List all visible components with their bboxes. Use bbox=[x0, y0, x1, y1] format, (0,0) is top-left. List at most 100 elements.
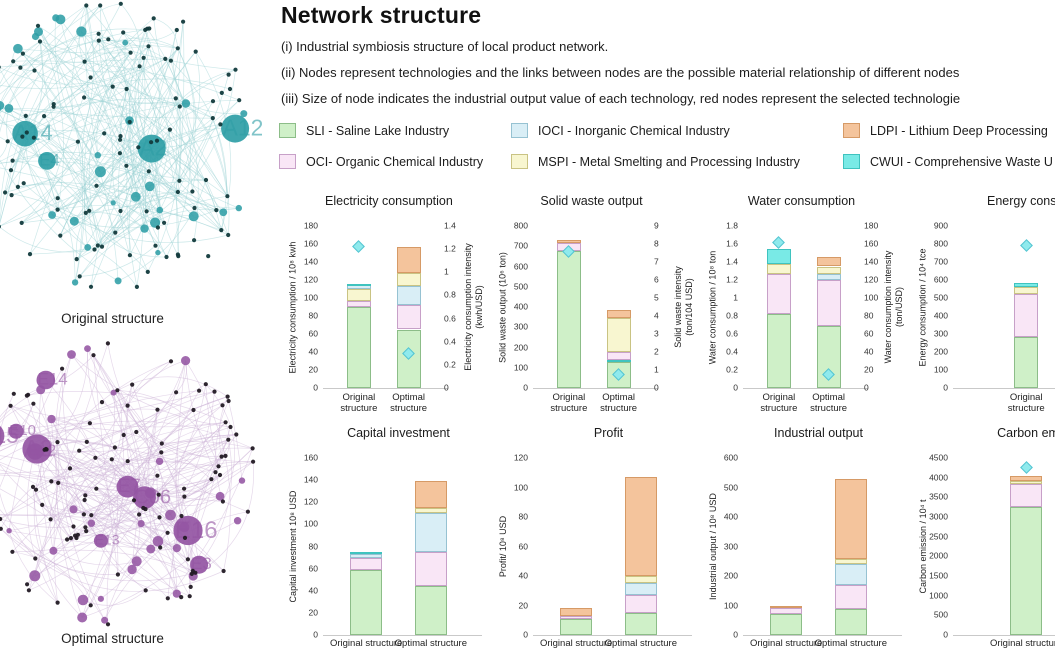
y-axis-tick-label: 20 bbox=[308, 364, 318, 375]
svg-text:A2: A2 bbox=[139, 135, 167, 161]
y-axis-tick-label: 1 bbox=[733, 292, 738, 303]
chart-title: Carbon emission bbox=[997, 426, 1055, 440]
y-axis-tick-label: 500 bbox=[933, 292, 948, 303]
bar-segment-sli bbox=[1014, 336, 1039, 388]
x-tick-label: Original structure bbox=[1007, 392, 1045, 414]
header: Network structure (i) Industrial symbios… bbox=[281, 2, 1055, 107]
x-axis-line bbox=[953, 635, 1055, 636]
chart-electricity: Electricity consumption 0 20 40 60 80 100 120 14… bbox=[283, 192, 488, 424]
y-axis-tick-label: 0.8 bbox=[726, 310, 738, 321]
bar-segment-oci bbox=[1010, 483, 1043, 508]
y2-axis-tick-label: 5 bbox=[654, 292, 659, 303]
legend-swatch-mspi bbox=[511, 154, 528, 169]
chart-profit: Profit 0 20 40 60 80 100 120 Profit/ 10⁸ USD Orig… bbox=[493, 424, 698, 649]
y-axis-tick-label: 0 bbox=[313, 382, 318, 393]
bar-segment-ldpi bbox=[414, 481, 447, 508]
x-tick-label: Original structure bbox=[550, 392, 588, 414]
bar-segment-mspi bbox=[346, 289, 371, 301]
y2-axis-tick-label: 8 bbox=[654, 238, 659, 249]
y2-axis-tick-label: 0.6 bbox=[444, 313, 456, 324]
y-axis-tick-label: 200 bbox=[513, 342, 528, 352]
y2-axis-label: Electricity consumption intensity (kwh/US… bbox=[463, 243, 484, 371]
bar-segment-ldpi bbox=[606, 310, 631, 319]
y-axis-tick-label: 40 bbox=[518, 570, 528, 581]
header-line-2: (ii) Nodes represent technologies and th… bbox=[281, 65, 960, 80]
bar-segment-ldpi bbox=[624, 477, 657, 576]
svg-text:A12: A12 bbox=[223, 115, 263, 141]
svg-text:E4: E4 bbox=[39, 150, 60, 169]
y-axis-tick-label: 140 bbox=[303, 474, 318, 485]
svg-text:A14: A14 bbox=[14, 120, 53, 145]
x-tick-label: Optimal structure bbox=[814, 638, 887, 649]
y-axis-tick-label: 120 bbox=[303, 274, 318, 285]
network-edges bbox=[0, 3, 244, 288]
chart-title: Solid waste output bbox=[540, 194, 643, 208]
y-axis-tick-label: 1.4 bbox=[726, 256, 738, 267]
intensity-marker bbox=[772, 235, 786, 249]
y2-axis-tick-label: 1 bbox=[654, 364, 659, 375]
y-axis-tick-label: 300 bbox=[723, 541, 738, 551]
bar-segment-cwui bbox=[606, 360, 631, 363]
y-axis-tick-label: 500 bbox=[723, 482, 738, 492]
bar-segment-cwui bbox=[346, 283, 371, 286]
y-axis-tick-label: 1.2 bbox=[726, 274, 738, 285]
bar-segment-ioci bbox=[624, 583, 657, 596]
y-axis-label: Electricity consumption / 10⁸ kwh bbox=[287, 241, 298, 373]
legend-item-ioci: IOCI - Inorganic Chemical Industry bbox=[511, 121, 843, 140]
svg-text:E10: E10 bbox=[9, 422, 36, 439]
bar-segment-mspi bbox=[396, 272, 421, 287]
x-axis-line bbox=[953, 388, 1055, 389]
y-axis-tick-label: 3000 bbox=[929, 511, 948, 522]
bar-segment-mspi bbox=[414, 507, 447, 514]
y-axis-tick-label: 900 bbox=[933, 220, 948, 231]
bar-segment-mspi bbox=[624, 576, 657, 584]
y-axis-tick-label: 1500 bbox=[929, 570, 948, 581]
bar-segment-cwui bbox=[766, 249, 791, 264]
network-caption-original: Original structure bbox=[61, 311, 164, 326]
x-axis-line bbox=[323, 388, 448, 389]
y-axis-label: Profit/ 10⁸ USD bbox=[497, 515, 508, 578]
svg-text:E12: E12 bbox=[28, 443, 57, 460]
y-axis-tick-label: 140 bbox=[303, 256, 318, 267]
x-tick-label: Original structure bbox=[990, 638, 1055, 649]
y2-axis-tick-label: 80 bbox=[864, 310, 874, 321]
bar-segment-ldpi bbox=[556, 240, 581, 244]
y-axis-tick-label: 80 bbox=[518, 511, 528, 522]
bar-segment-ioci bbox=[346, 285, 371, 289]
chart-carbon: Carbon emission 0 500 1000 1500 2000 2500 3000 3… bbox=[913, 424, 1055, 649]
bar-segment-mspi bbox=[834, 558, 867, 565]
y2-axis-tick-label: 0.4 bbox=[444, 336, 456, 347]
y2-axis-tick-label: 100 bbox=[864, 292, 879, 303]
y-axis-tick-label: 500 bbox=[933, 609, 948, 620]
y-axis-tick-label: 2000 bbox=[929, 550, 948, 561]
y2-axis-tick-label: 180 bbox=[864, 220, 879, 231]
chart-title: Industrial output bbox=[774, 426, 863, 440]
y2-axis-tick-label: 0 bbox=[654, 382, 659, 393]
bar-segment-sli bbox=[560, 618, 593, 635]
y2-axis-tick-label: 0.8 bbox=[444, 289, 456, 300]
legend-item-sli: SLI - Saline Lake Industry bbox=[279, 121, 511, 140]
y-axis-tick-label: 3500 bbox=[929, 491, 948, 502]
chart-industrial-output: Industrial output 0 100 200 300 400 500 600 Indu… bbox=[703, 424, 908, 649]
chart-energy: Energy consumption 0 100 200 300 400 500 600 700… bbox=[913, 192, 1055, 424]
bar-segment-ioci bbox=[350, 554, 383, 558]
bar-segment-ldpi bbox=[396, 246, 421, 273]
y-axis-tick-label: 0 bbox=[733, 382, 738, 393]
chart-water: Water consumption 0 0.2 0.4 0.6 0.8 1 1.2 1.4 1.6… bbox=[703, 192, 908, 424]
bar-segment-sli bbox=[1010, 507, 1043, 635]
bar-segment-mspi bbox=[816, 266, 841, 274]
y-axis-tick-label: 200 bbox=[933, 346, 948, 357]
bar-segment-sli bbox=[556, 251, 581, 388]
bar-segment-oci bbox=[606, 351, 631, 361]
y-axis-tick-label: 40 bbox=[308, 585, 318, 596]
y-axis-tick-label: 120 bbox=[513, 452, 528, 463]
y2-axis-label: Solid waste intensity (ton/104 USD) bbox=[673, 266, 694, 348]
y-axis-tick-label: 1.8 bbox=[726, 220, 738, 231]
svg-text:E3: E3 bbox=[191, 554, 212, 573]
y-axis-tick-label: 100 bbox=[933, 364, 948, 375]
header-line-3: (iii) Size of node indicates the industr… bbox=[281, 91, 961, 106]
chart-title: Energy consumption bbox=[987, 194, 1055, 208]
x-tick-label: Optimal structure bbox=[600, 392, 638, 414]
y-axis-tick-label: 20 bbox=[518, 600, 528, 610]
y-axis-tick-label: 100 bbox=[303, 518, 318, 529]
